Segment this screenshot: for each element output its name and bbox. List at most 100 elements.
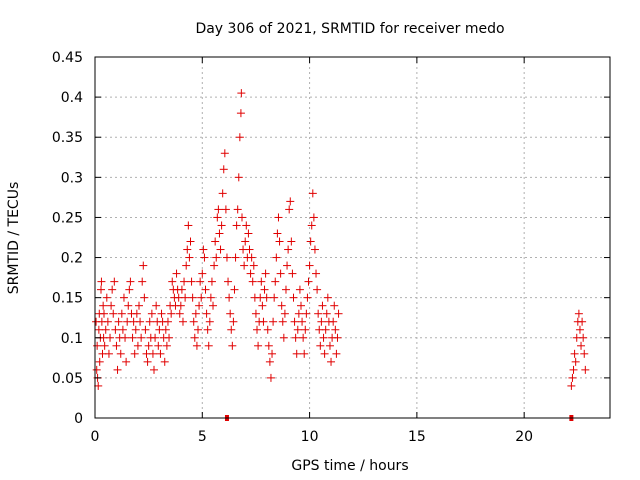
data-point [196, 277, 205, 286]
data-point [316, 341, 325, 350]
data-point [236, 109, 245, 118]
data-point [278, 317, 287, 326]
data-point [136, 317, 145, 326]
data-point [121, 333, 130, 342]
data-point [277, 301, 286, 310]
data-point [242, 221, 251, 230]
data-point [148, 349, 157, 358]
data-point [578, 317, 587, 326]
data-point [287, 237, 296, 246]
data-point [203, 325, 212, 334]
data-point [306, 237, 315, 246]
data-point [581, 365, 590, 374]
data-point [181, 293, 190, 302]
data-point [167, 309, 176, 318]
data-point [101, 325, 110, 334]
axes [94, 56, 611, 419]
data-point [254, 341, 263, 350]
data-point [114, 317, 123, 326]
data-point [240, 261, 249, 270]
data-point [209, 301, 218, 310]
data-point [97, 285, 106, 294]
data-point [308, 189, 317, 198]
data-point [237, 89, 246, 98]
data-point [274, 213, 283, 222]
data-point [141, 325, 150, 334]
data-point [261, 269, 270, 278]
data-point [199, 245, 208, 254]
data-point [151, 333, 160, 342]
data-point [210, 261, 219, 270]
data-point [189, 317, 198, 326]
data-point [567, 381, 576, 390]
data-point [283, 261, 292, 270]
data-point [190, 333, 199, 342]
data-point [109, 309, 118, 318]
data-point [201, 285, 210, 294]
data-point [246, 269, 255, 278]
data-point [104, 349, 113, 358]
data-point [178, 317, 187, 326]
tick-labels: 0 0.05 0.1 0.15 0.2 0.25 0.3 0.35 0.4 0.45 0 5 10 15 2… [52, 50, 533, 445]
data-point [128, 333, 137, 342]
data-point [334, 309, 343, 318]
data-point [268, 349, 277, 358]
data-point [574, 309, 583, 318]
data-point [224, 277, 233, 286]
data-point [249, 261, 258, 270]
x-tick-label: 0 [91, 429, 100, 445]
data-point [140, 293, 149, 302]
y-tick-label: 0.1 [61, 331, 83, 347]
data-point [145, 317, 154, 326]
data-point [218, 189, 227, 198]
data-point [233, 205, 242, 214]
data-point [180, 277, 189, 286]
x-tick-label: 20 [515, 429, 533, 445]
data-point [112, 341, 121, 350]
data-point [119, 293, 128, 302]
data-point [304, 277, 313, 286]
data-point [107, 301, 116, 310]
data-point [100, 309, 109, 318]
data-point [288, 269, 297, 278]
data-point [99, 301, 108, 310]
data-point [176, 301, 185, 310]
data-point [219, 165, 228, 174]
data-point [292, 349, 301, 358]
data-point [319, 333, 328, 342]
data-point [313, 285, 322, 294]
data-point [184, 221, 193, 230]
data-point [231, 253, 240, 262]
data-point [157, 309, 166, 318]
data-point [202, 309, 211, 318]
data-point [281, 285, 290, 294]
data-point [108, 285, 117, 294]
data-point [320, 349, 329, 358]
data-point [273, 229, 282, 238]
data-point [188, 293, 197, 302]
data-point [279, 333, 288, 342]
data-point [143, 357, 152, 366]
data-point [213, 213, 222, 222]
data-point [332, 349, 341, 358]
data-point [160, 357, 169, 366]
data-point [200, 253, 209, 262]
y-tick-label: 0 [74, 411, 83, 427]
data-point [322, 309, 331, 318]
data-point [291, 333, 300, 342]
data-point [211, 237, 220, 246]
data-point [165, 333, 174, 342]
data-point [177, 285, 186, 294]
data-point [182, 261, 191, 270]
data-point [117, 309, 126, 318]
data-point [232, 221, 241, 230]
data-point [276, 269, 285, 278]
data-point [245, 245, 254, 254]
data-point [290, 317, 299, 326]
data-point [577, 341, 586, 350]
data-point [258, 301, 267, 310]
data-point [197, 293, 206, 302]
data-point [94, 381, 103, 390]
plot-frame [94, 56, 611, 419]
data-point [269, 317, 278, 326]
